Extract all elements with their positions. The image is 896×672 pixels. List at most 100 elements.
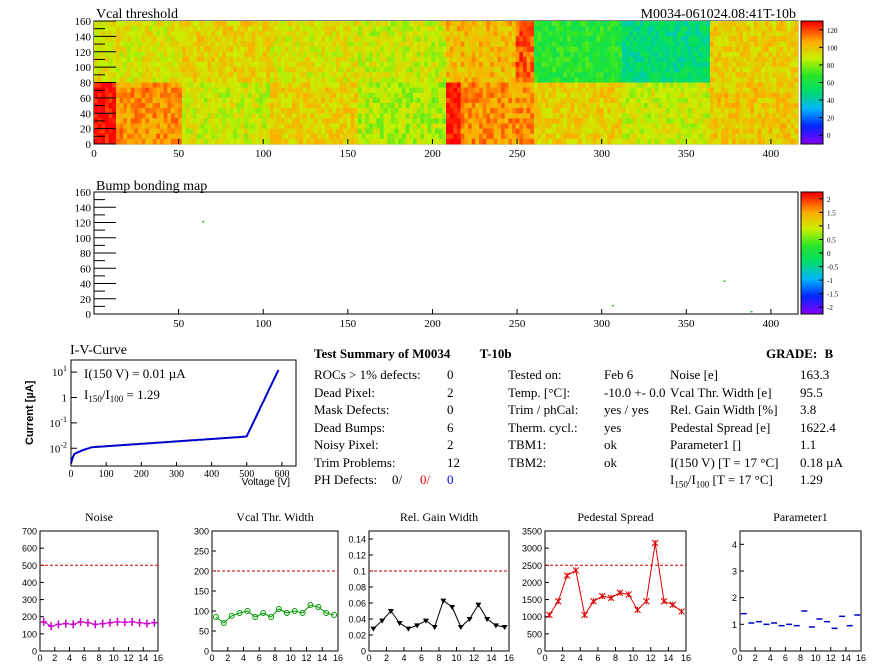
vcal-cell bbox=[658, 41, 663, 48]
vcal-cell bbox=[618, 118, 623, 124]
vcal-cell bbox=[380, 67, 385, 73]
vcal-cell bbox=[292, 67, 297, 73]
vcal-cell bbox=[468, 77, 473, 83]
vcal-cell bbox=[270, 87, 275, 94]
vcal-cell bbox=[721, 92, 726, 99]
vcal-cell bbox=[266, 26, 271, 32]
vcal-cell bbox=[266, 82, 271, 89]
vcal-cell bbox=[262, 72, 267, 78]
vcal-cell bbox=[739, 31, 744, 37]
vcal-cell bbox=[237, 128, 242, 135]
vcal-cell bbox=[387, 36, 392, 42]
vcal-cell bbox=[325, 118, 330, 124]
vcal-cell bbox=[167, 62, 172, 68]
vcal-cell bbox=[790, 123, 795, 130]
small-chart-title: Noise bbox=[85, 510, 113, 524]
vcal-cell bbox=[299, 133, 304, 140]
vcal-cell bbox=[644, 62, 649, 68]
vcal-cell bbox=[303, 123, 308, 130]
vcal-cell bbox=[534, 97, 539, 104]
vcal-cell bbox=[468, 82, 473, 89]
vcal-cell bbox=[460, 21, 465, 27]
vcal-cell bbox=[526, 41, 531, 48]
vcal-cell bbox=[420, 92, 425, 99]
vcal-cell bbox=[647, 123, 652, 130]
vcal-cell bbox=[618, 36, 623, 42]
vcal-cell bbox=[655, 108, 660, 114]
vcal-cell bbox=[306, 67, 311, 73]
vcal-cell bbox=[768, 21, 773, 27]
vcal-cell bbox=[677, 46, 682, 53]
vcal-cell bbox=[603, 26, 608, 32]
vcal-cell bbox=[578, 113, 583, 119]
vcal-cell bbox=[380, 26, 385, 32]
vcal-cell bbox=[739, 103, 744, 109]
vcal-cell bbox=[611, 72, 616, 78]
vcal-cell bbox=[761, 108, 766, 114]
vcal-cell bbox=[303, 56, 308, 63]
vcal-cell bbox=[541, 31, 546, 37]
vcal-cell bbox=[523, 97, 528, 104]
bump-palette-tick-label: 2 bbox=[827, 196, 831, 204]
vcal-cell bbox=[655, 92, 660, 99]
vcal-cell bbox=[607, 36, 612, 42]
vcal-cell bbox=[292, 103, 297, 109]
vcal-cell bbox=[523, 77, 528, 83]
vcal-cell bbox=[218, 138, 223, 145]
vcal-cell bbox=[508, 138, 513, 145]
vcal-cell bbox=[435, 113, 440, 119]
vcal-cell bbox=[787, 56, 792, 63]
vcal-cell bbox=[438, 138, 443, 145]
vcal-cell bbox=[314, 36, 319, 42]
vcal-cell bbox=[622, 77, 627, 83]
vcal-cell bbox=[259, 97, 264, 104]
vcal-cell bbox=[552, 87, 557, 94]
vcal-cell bbox=[735, 113, 740, 119]
vcal-cell bbox=[581, 138, 586, 145]
vcal-cell bbox=[233, 67, 238, 73]
vcal-cell bbox=[596, 118, 601, 124]
vcal-cell bbox=[629, 92, 634, 99]
small-chart-point bbox=[121, 618, 128, 627]
vcal-cell bbox=[372, 113, 377, 119]
vcal-cell bbox=[431, 56, 436, 63]
vcal-palette-swatch bbox=[801, 23, 823, 27]
vcal-cell bbox=[702, 123, 707, 130]
vcal-cell bbox=[567, 123, 572, 130]
vcal-cell bbox=[347, 77, 352, 83]
vcal-cell bbox=[625, 108, 630, 114]
vcal-cell bbox=[229, 31, 234, 37]
vcal-cell bbox=[266, 92, 271, 99]
vcal-cell bbox=[629, 62, 634, 68]
vcal-cell bbox=[779, 92, 784, 99]
vcal-cell bbox=[658, 82, 663, 89]
vcal-cell bbox=[633, 82, 638, 89]
vcal-cell bbox=[409, 21, 414, 27]
vcal-cell bbox=[501, 108, 506, 114]
vcal-cell bbox=[545, 92, 550, 99]
vcal-cell bbox=[647, 31, 652, 37]
vcal-cell bbox=[449, 41, 454, 48]
vcal-cell bbox=[633, 92, 638, 99]
vcal-cell bbox=[537, 26, 542, 32]
vcal-cell bbox=[222, 56, 227, 63]
vcal-cell bbox=[167, 46, 172, 53]
vcal-cell bbox=[402, 41, 407, 48]
vcal-cell bbox=[779, 113, 784, 119]
vcal-cell bbox=[361, 133, 366, 140]
vcal-cell bbox=[541, 87, 546, 94]
vcal-cell bbox=[666, 77, 671, 83]
vcal-cell bbox=[695, 41, 700, 48]
vcal-cell bbox=[765, 72, 770, 78]
vcal-cell bbox=[105, 133, 110, 140]
vcal-cell bbox=[490, 103, 495, 109]
vcal-cell bbox=[754, 41, 759, 48]
vcal-cell bbox=[372, 21, 377, 27]
vcal-cell bbox=[116, 36, 121, 42]
vcal-cell bbox=[262, 67, 267, 73]
vcal-cell bbox=[677, 72, 682, 78]
vcal-cell bbox=[479, 46, 484, 53]
vcal-cell bbox=[706, 138, 711, 145]
vcal-cell bbox=[207, 92, 212, 99]
